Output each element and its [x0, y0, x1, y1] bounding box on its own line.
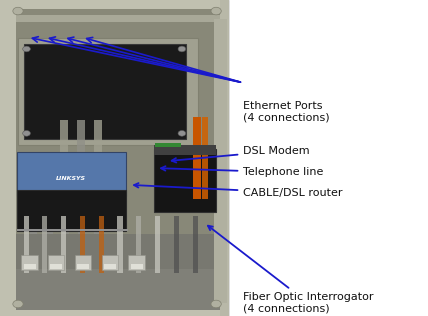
Bar	[220, 0, 229, 316]
Bar	[77, 264, 89, 269]
Bar	[136, 216, 141, 273]
Bar	[154, 149, 216, 212]
Bar	[0, 0, 229, 316]
Bar	[30, 190, 37, 240]
Bar	[18, 38, 198, 145]
Bar	[99, 216, 104, 273]
Bar	[17, 190, 126, 231]
Bar	[24, 264, 36, 269]
Bar	[80, 216, 85, 273]
Bar	[78, 190, 85, 240]
Circle shape	[211, 7, 221, 15]
Text: Ethernet Ports
(4 connections): Ethernet Ports (4 connections)	[243, 101, 330, 123]
Text: Fiber Optic Interrogator
(4 connections): Fiber Optic Interrogator (4 connections)	[208, 226, 374, 314]
Bar	[75, 255, 91, 270]
Bar	[77, 120, 85, 152]
Circle shape	[211, 300, 221, 308]
Bar	[94, 120, 102, 152]
Bar	[128, 255, 145, 270]
Bar	[104, 264, 116, 269]
Circle shape	[13, 300, 23, 308]
Bar	[24, 216, 29, 273]
Bar	[21, 255, 38, 270]
Circle shape	[23, 46, 30, 52]
Bar	[117, 216, 122, 273]
Bar	[94, 190, 101, 240]
Bar	[202, 117, 208, 199]
Bar	[0, 307, 229, 316]
Bar	[42, 216, 48, 273]
Bar	[155, 216, 160, 273]
Bar	[193, 117, 201, 199]
Text: CABLE/DSL router: CABLE/DSL router	[134, 183, 342, 198]
Bar	[62, 190, 69, 240]
Bar	[16, 15, 220, 22]
Bar	[24, 44, 186, 139]
Bar	[17, 152, 126, 196]
Bar	[229, 0, 428, 316]
Bar	[131, 264, 143, 269]
Circle shape	[23, 131, 30, 136]
Circle shape	[178, 131, 186, 136]
Bar	[101, 255, 118, 270]
Bar	[16, 269, 220, 310]
Bar	[16, 234, 219, 272]
Bar	[154, 145, 216, 155]
Bar	[174, 216, 179, 273]
Circle shape	[178, 46, 186, 52]
Bar	[155, 143, 181, 147]
Bar	[61, 216, 66, 273]
Circle shape	[13, 7, 23, 15]
Bar	[0, 0, 16, 316]
Bar	[193, 216, 198, 273]
Bar	[0, 0, 229, 9]
Bar	[48, 255, 64, 270]
Text: DSL Modem: DSL Modem	[172, 146, 310, 162]
Bar	[214, 19, 227, 303]
Bar	[17, 229, 128, 231]
Bar	[15, 6, 220, 308]
Text: Telephone line: Telephone line	[161, 166, 324, 177]
Bar	[51, 264, 62, 269]
Bar	[46, 190, 53, 240]
Text: LINKSYS: LINKSYS	[56, 176, 86, 181]
Bar	[60, 120, 68, 152]
